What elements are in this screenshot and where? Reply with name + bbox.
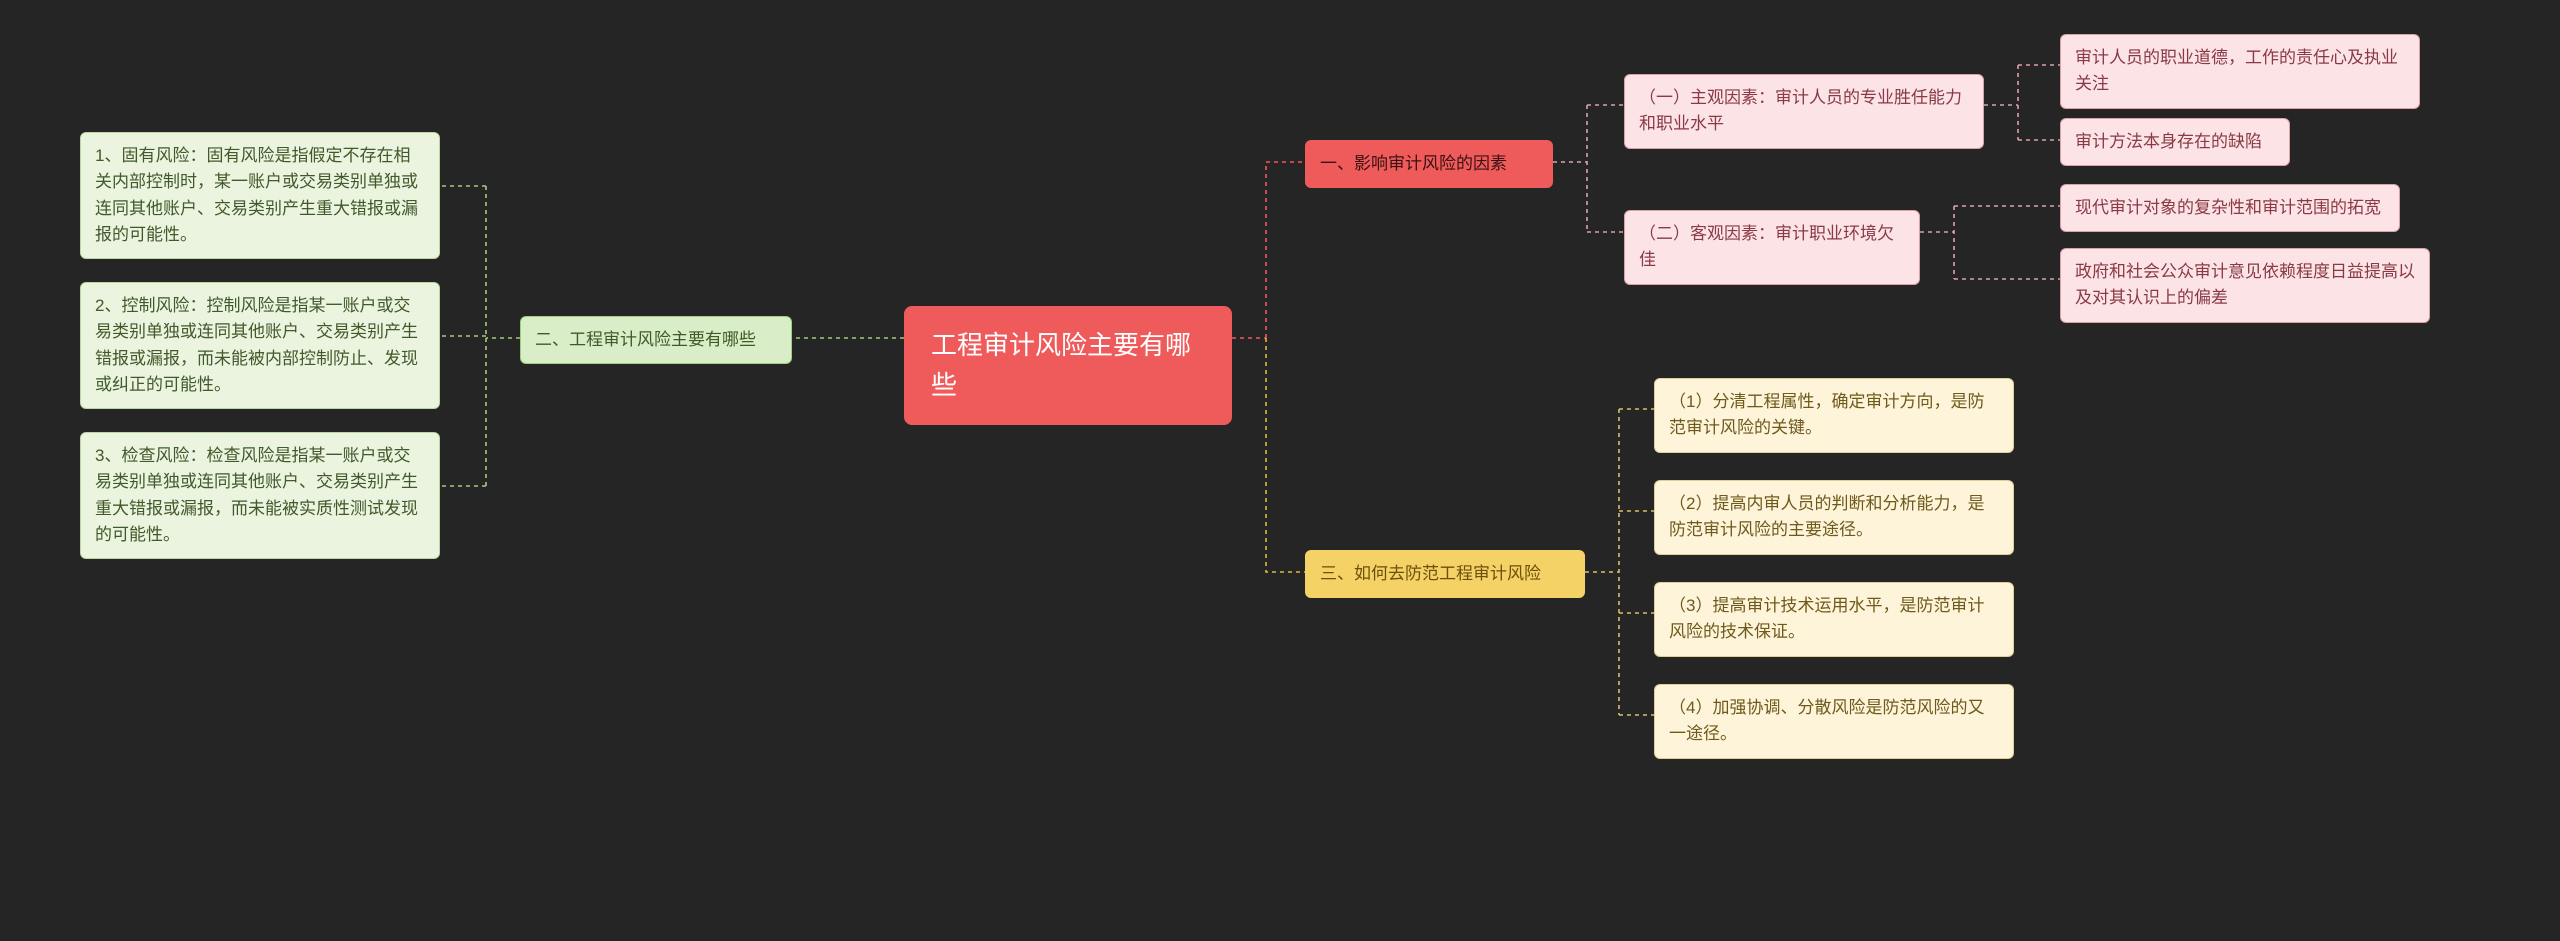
branch-3-leaf-1: （1）分清工程属性，确定审计方向，是防范审计风险的关键。 [1654, 378, 2014, 453]
branch-2: 二、工程审计风险主要有哪些 [520, 316, 792, 364]
branch-3-leaf-2: （2）提高内审人员的判断和分析能力，是防范审计风险的主要途径。 [1654, 480, 2014, 555]
branch-2-leaf-3: 3、检查风险：检查风险是指某一账户或交易类别单独或连同其他账户、交易类别产生重大… [80, 432, 440, 559]
branch-2-leaf-1: 1、固有风险：固有风险是指假定不存在相关内部控制时，某一账户或交易类别单独或连同… [80, 132, 440, 259]
branch-1: 一、影响审计风险的因素 [1305, 140, 1553, 188]
branch-3-leaf-3: （3）提高审计技术运用水平，是防范审计风险的技术保证。 [1654, 582, 2014, 657]
root-node: 工程审计风险主要有哪些 [904, 306, 1232, 425]
branch-1-sub-2: （二）客观因素：审计职业环境欠佳 [1624, 210, 1920, 285]
branch-1-sub-1: （一）主观因素：审计人员的专业胜任能力和职业水平 [1624, 74, 1984, 149]
branch-2-leaf-2: 2、控制风险：控制风险是指某一账户或交易类别单独或连同其他账户、交易类别产生错报… [80, 282, 440, 409]
branch-3-leaf-4: （4）加强协调、分散风险是防范风险的又一途径。 [1654, 684, 2014, 759]
branch-1-sub-1-leaf-1: 审计人员的职业道德，工作的责任心及执业关注 [2060, 34, 2420, 109]
branch-3: 三、如何去防范工程审计风险 [1305, 550, 1585, 598]
branch-1-sub-2-leaf-1: 现代审计对象的复杂性和审计范围的拓宽 [2060, 184, 2400, 232]
branch-1-sub-1-leaf-2: 审计方法本身存在的缺陷 [2060, 118, 2290, 166]
branch-1-sub-2-leaf-2: 政府和社会公众审计意见依赖程度日益提高以及对其认识上的偏差 [2060, 248, 2430, 323]
